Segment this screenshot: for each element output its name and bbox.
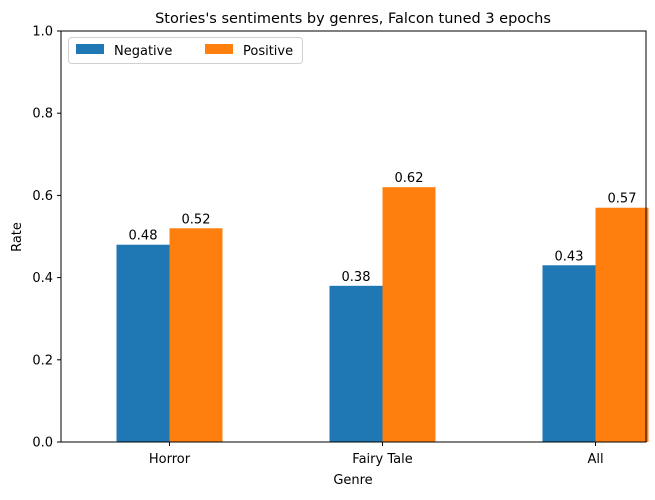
y-axis-label: Rate: [10, 222, 25, 252]
bar-positive-2: [595, 207, 649, 442]
data-label: 0.38: [342, 270, 371, 285]
data-label: 0.48: [129, 229, 158, 244]
bar-negative-2: [542, 265, 596, 442]
legend-frame: [68, 37, 303, 64]
legend-swatch-negative: [76, 44, 104, 54]
data-label: 0.57: [608, 192, 637, 207]
x-tick-label: Fairy Tale: [352, 452, 412, 467]
bar-positive-1: [382, 187, 436, 442]
bar-negative-0: [116, 244, 170, 442]
plot-frame: [60, 30, 647, 443]
legend-label-negative: Negative: [114, 44, 172, 59]
bar-negative-1: [329, 285, 383, 442]
chart-title: Stories's sentiments by genres, Falcon t…: [155, 11, 551, 27]
y-tick-label: 1.0: [32, 25, 53, 40]
bar-positive-0: [169, 228, 223, 442]
legend-label-positive: Positive: [243, 44, 293, 59]
data-label: 0.52: [182, 212, 211, 227]
y-tick-label: 0.0: [32, 436, 53, 451]
y-tick-label: 0.8: [32, 107, 53, 122]
legend-swatch-positive: [205, 44, 233, 54]
y-tick-label: 0.2: [32, 353, 53, 368]
y-tick-label: 0.6: [32, 189, 53, 204]
x-tick-label: Horror: [149, 452, 191, 467]
x-tick-label: All: [587, 452, 603, 467]
data-label: 0.43: [555, 249, 584, 264]
x-axis-label: Genre: [333, 473, 372, 488]
data-label: 0.62: [395, 171, 424, 186]
y-tick-label: 0.4: [32, 271, 53, 286]
legend: Negative Positive: [68, 37, 303, 64]
